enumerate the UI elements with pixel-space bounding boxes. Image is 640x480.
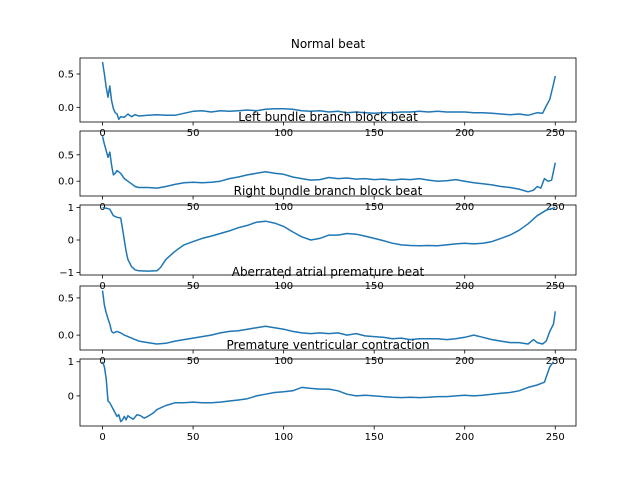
y-tick-label: 0.0: [58, 331, 74, 342]
x-tick-label: 0: [99, 281, 105, 292]
x-tick-label: 200: [455, 356, 474, 367]
subplot-title: Left bundle branch block beat: [238, 110, 418, 124]
x-tick-label: 50: [187, 202, 200, 213]
x-tick-label: 200: [455, 202, 474, 213]
x-tick-label: 250: [546, 432, 565, 443]
x-tick-label: 50: [187, 128, 200, 139]
x-tick-label: 0: [99, 432, 105, 443]
x-tick-label: 50: [187, 281, 200, 292]
subplot-3: 0 50 100 150 200 250 1 0 −1 Right bundle branch b…: [59, 184, 577, 292]
axes-frame: [79, 57, 577, 123]
axes-frame: [79, 204, 577, 276]
x-tick-label: 150: [365, 128, 384, 139]
x-tick-label: 100: [274, 281, 293, 292]
y-tick-label: 0.5: [58, 70, 74, 81]
x-tick-label: 100: [274, 432, 293, 443]
x-tick-label: 100: [274, 128, 293, 139]
y-tick-label: 1: [68, 357, 74, 368]
x-tick-label: 250: [546, 356, 565, 367]
x-tick-label: 200: [455, 432, 474, 443]
subplot-title: Right bundle branch block beat: [234, 184, 423, 198]
x-tick-label: 0: [99, 356, 105, 367]
x-tick-label: 150: [365, 356, 384, 367]
x-tick-label: 250: [546, 128, 565, 139]
subplot-title: Aberrated atrial premature beat: [232, 265, 425, 279]
axes-frame: [79, 358, 577, 427]
y-tick-label: 0.5: [58, 150, 74, 161]
subplot-5: 0 50 100 150 200 250 1 0 Premature ventricular c…: [68, 338, 577, 443]
x-tick-label: 200: [455, 281, 474, 292]
x-tick-label: 0: [99, 128, 105, 139]
y-tick-label: 0: [68, 391, 74, 402]
series-line: [101, 61, 557, 121]
y-tick-label: 0.0: [58, 177, 74, 188]
axes-frame: [79, 285, 577, 351]
y-tick-label: 1: [68, 203, 74, 214]
subplot-1: 0 50 100 150 200 250 0.5 0.0 Normal beat: [58, 37, 577, 139]
y-tick-label: 0.0: [58, 103, 74, 114]
x-tick-label: 50: [187, 356, 200, 367]
series-line: [101, 136, 557, 193]
x-tick-label: 100: [274, 202, 293, 213]
series-line: [101, 290, 557, 345]
x-tick-label: 150: [365, 432, 384, 443]
x-tick-label: 150: [365, 281, 384, 292]
series-line: [102, 206, 556, 272]
axes-frame: [79, 130, 577, 197]
x-tick-label: 50: [187, 432, 200, 443]
subplot-title: Normal beat: [291, 37, 366, 51]
x-tick-label: 150: [365, 202, 384, 213]
x-tick-label: 100: [274, 356, 293, 367]
y-tick-label: −1: [59, 268, 74, 279]
subplot-title: Premature ventricular contraction: [226, 338, 429, 352]
y-tick-label: 0: [68, 236, 74, 247]
x-tick-label: 250: [546, 281, 565, 292]
x-tick-label: 200: [455, 128, 474, 139]
series-line: [101, 361, 555, 423]
y-tick-label: 0.5: [58, 293, 74, 304]
